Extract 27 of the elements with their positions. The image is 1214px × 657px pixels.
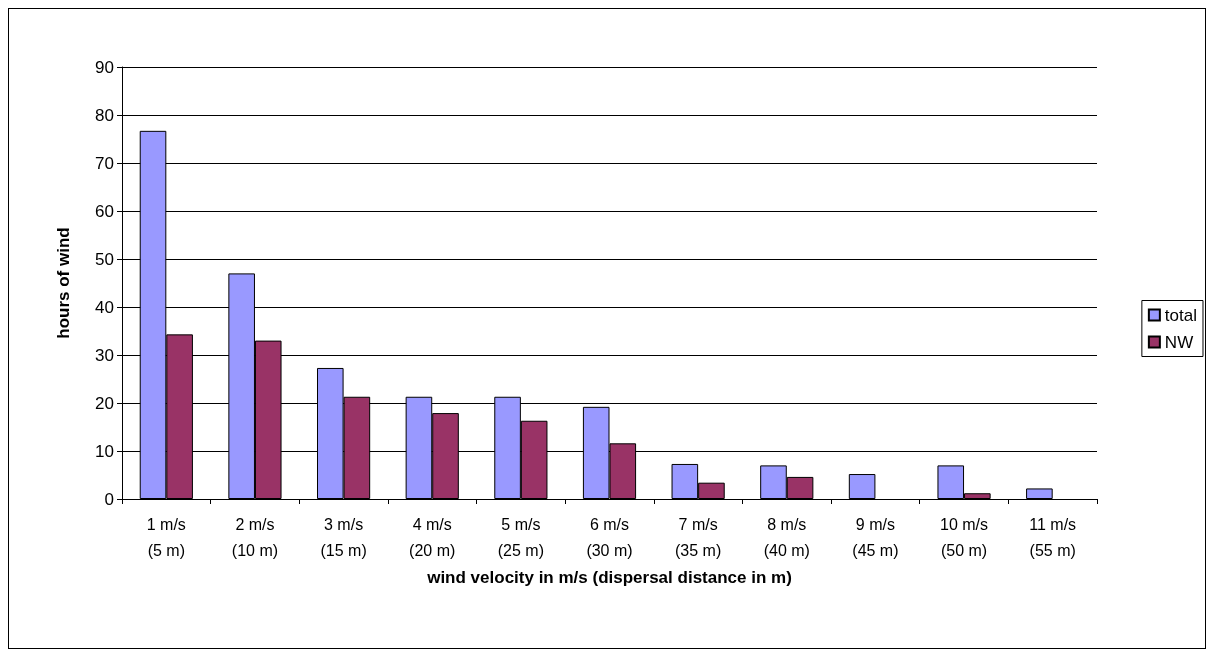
x-tick-label: 6 m/s (30 m) [586,515,633,559]
y-tick-label: 40 [95,297,114,317]
legend-label: NW [1164,332,1194,352]
x-tick-label: 11 m/s (55 m) [1029,515,1077,559]
x-tick-label: 9 m/s (45 m) [852,515,899,559]
x-tick-label: 4 m/s (20 m) [409,515,456,559]
x-axis-title: wind velocity in m/s (dispersal distance in m) [426,568,792,587]
x-tick-label: 5 m/s (25 m) [497,515,544,559]
x-tick-label: 8 m/s (40 m) [763,515,810,559]
x-tick-label: 7 m/s (35 m) [675,515,722,559]
y-tick-label: 10 [95,441,114,461]
y-tick-label: 30 [95,345,114,365]
y-tick-label: 20 [95,393,114,413]
bar [1026,488,1053,499]
y-tick-label: 0 [104,489,114,509]
y-tick-label: 80 [95,105,114,125]
y-tick-label: 60 [95,201,114,221]
y-axis-title: hours of wind [54,227,73,339]
y-tick-label: 90 [95,57,114,77]
x-tick-label: 1 m/s (5 m) [146,515,186,559]
y-tick-label: 70 [95,153,114,173]
x-tick-label: 3 m/s (15 m) [320,515,367,559]
x-tick-label: 2 m/s (10 m) [231,515,279,559]
x-tick-label: 10 m/s (50 m) [940,515,989,559]
bar [848,474,876,499]
legend-label: total [1164,305,1198,325]
y-tick-label: 50 [95,249,114,269]
